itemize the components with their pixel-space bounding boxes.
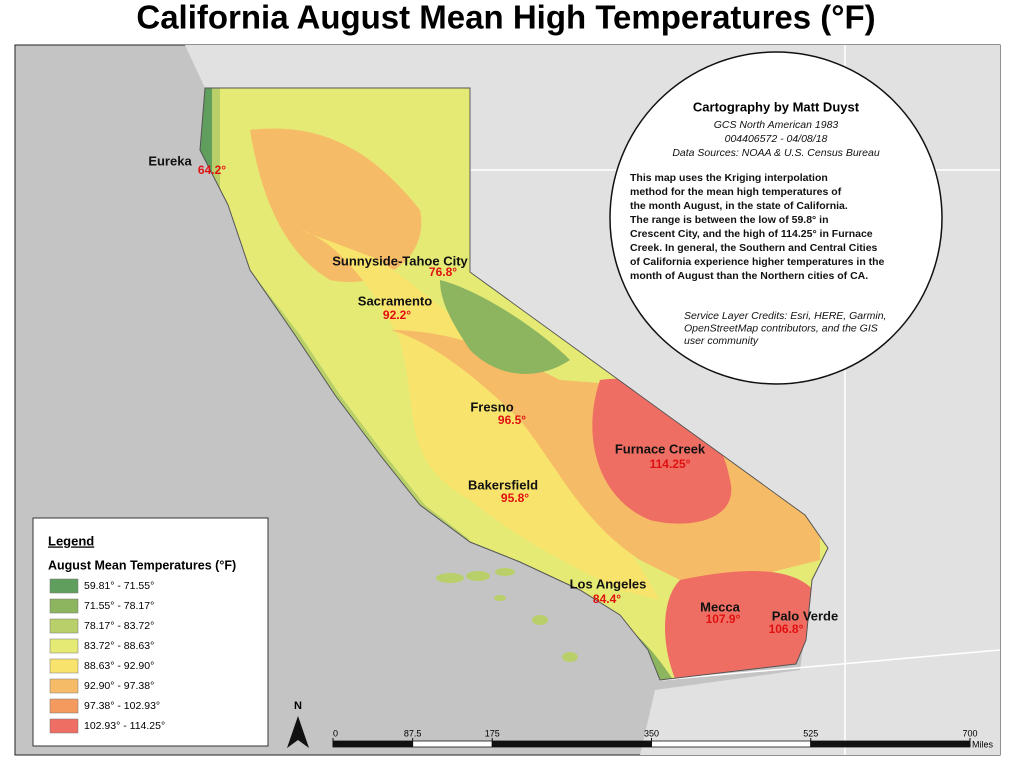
north-arrow: N: [287, 700, 309, 748]
info-heading: Cartography by Matt Duyst: [693, 99, 860, 114]
legend-swatch: [49, 618, 79, 634]
legend-swatch: [49, 598, 79, 614]
map-title: California August Mean High Temperatures…: [136, 0, 875, 36]
scale-label: 0: [333, 728, 338, 738]
scale-label: 175: [485, 728, 500, 738]
city-temp: 107.9°: [706, 612, 741, 626]
city-temp: 96.5°: [498, 413, 526, 427]
city-temp: 92.2°: [383, 308, 411, 322]
info-meta: Data Sources: NOAA & U.S. Census Bureau: [672, 147, 880, 159]
scale-label: 87.5: [404, 728, 422, 738]
info-body: This map uses the Kriging interpolation: [630, 172, 828, 184]
info-body: The range is between the low of 59.8° in: [630, 214, 829, 226]
city-temp: 95.8°: [501, 491, 529, 505]
scale-segment: [810, 740, 971, 748]
scale-label: 350: [644, 728, 659, 738]
legend-swatch: [49, 658, 79, 674]
legend-subtitle: August Mean Temperatures (°F): [48, 558, 236, 572]
city-name: Fresno: [470, 399, 513, 414]
city-name: Mecca: [700, 599, 741, 614]
scale-label: 525: [803, 728, 818, 738]
legend-label: 78.17° - 83.72°: [84, 620, 154, 632]
info-body: of California experience higher temperat…: [630, 256, 885, 268]
city-temp: 114.25°: [650, 457, 691, 471]
info-meta: GCS North American 1983: [714, 119, 839, 131]
info-body: Creek. In general, the Southern and Cent…: [630, 242, 878, 254]
legend-label: 97.38° - 102.93°: [84, 700, 160, 712]
legend: Legend August Mean Temperatures (°F) 59.…: [48, 533, 236, 734]
info-body: method for the mean high temperatures of: [630, 186, 842, 198]
city-name: Sacramento: [358, 293, 432, 308]
info-body: the month August, in the state of Califo…: [630, 200, 848, 212]
city-name: Los Angeles: [570, 576, 647, 591]
scale-segment: [651, 740, 812, 748]
info-body: month of August than the Northern cities…: [630, 270, 868, 282]
scale-segment: [412, 740, 493, 748]
legend-swatch: [49, 638, 79, 654]
city-temp: 84.4°: [593, 592, 621, 606]
info-circle: [609, 51, 943, 385]
legend-label: 88.63° - 92.90°: [84, 660, 154, 672]
scale-segment: [332, 740, 414, 748]
info-block: Cartography by Matt Duyst GCS North Ameri…: [630, 99, 886, 346]
city-temp: 76.8°: [429, 265, 457, 279]
info-credit: OpenStreetMap contributors, and the GIS: [684, 322, 878, 334]
city-temp: 64.2°: [198, 163, 226, 177]
legend-swatch: [49, 718, 79, 734]
channel-islands: [436, 568, 578, 662]
city-name: Furnace Creek: [615, 441, 706, 456]
legend-swatch: [49, 698, 79, 714]
legend-label: 59.81° - 71.55°: [84, 580, 154, 592]
legend-label: 92.90° - 97.38°: [84, 680, 154, 692]
info-credit: Service Layer Credits: Esri, HERE, Garmi…: [684, 310, 886, 322]
legend-swatch: [49, 578, 79, 594]
scale-label: 700: [962, 728, 977, 738]
legend-label: 83.72° - 88.63°: [84, 640, 154, 652]
scale-segment: [491, 740, 652, 748]
north-label: N: [294, 700, 302, 712]
legend-label: 71.55° - 78.17°: [84, 600, 154, 612]
info-meta: 004406572 - 04/08/18: [725, 133, 828, 145]
city-name: Eureka: [148, 153, 192, 168]
city-name: Palo Verde: [772, 608, 838, 623]
city-name: Sunnyside-Tahoe City: [332, 253, 468, 268]
city-temp: 106.8°: [769, 622, 804, 636]
info-body: Crescent City, and the high of 114.25° i…: [630, 228, 873, 240]
city-name: Bakersfield: [468, 477, 538, 492]
legend-swatch: [49, 678, 79, 694]
legend-title: Legend: [48, 533, 94, 548]
scale-unit: Miles: [972, 739, 994, 749]
info-credit: user community: [684, 335, 759, 347]
legend-label: 102.93° - 114.25°: [84, 720, 165, 732]
